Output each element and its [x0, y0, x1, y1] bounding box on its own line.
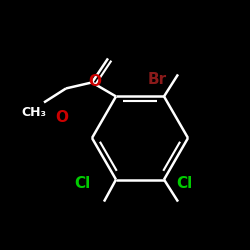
Text: Cl: Cl	[176, 176, 192, 190]
Text: CH₃: CH₃	[22, 106, 46, 119]
Text: Br: Br	[148, 72, 167, 88]
Text: O: O	[56, 110, 68, 126]
Text: Cl: Cl	[74, 176, 90, 190]
Text: O: O	[88, 74, 102, 90]
